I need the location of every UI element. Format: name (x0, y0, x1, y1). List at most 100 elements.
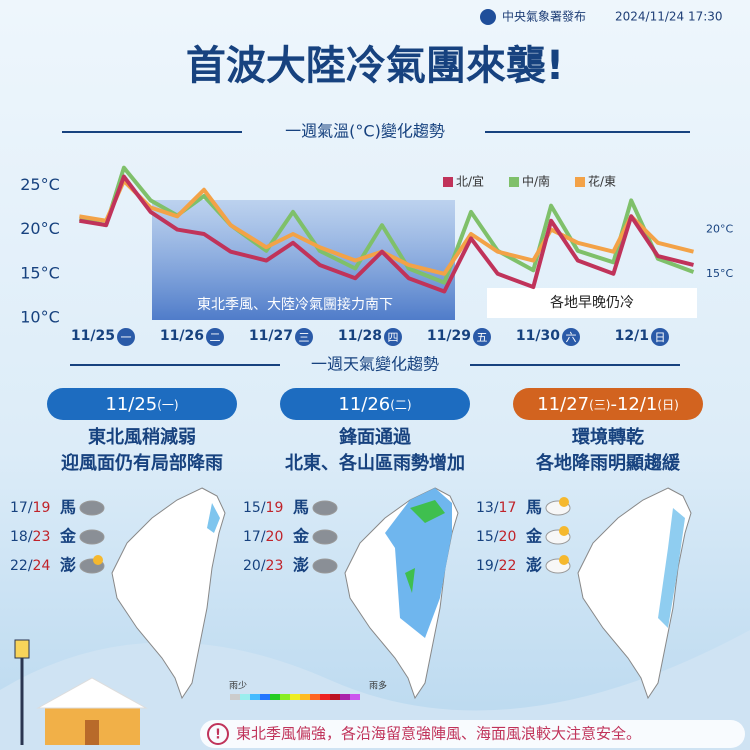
weekday-badge (117, 328, 135, 346)
island-name: 金 (525, 527, 543, 546)
weather-icon (312, 500, 338, 516)
low-temp: 22 (10, 558, 28, 574)
date-part: 11/27 (537, 394, 589, 415)
island-temp: 15/19 (243, 500, 283, 516)
x-tick-label: 11/28 (338, 328, 382, 344)
summary-line: 迎風面仍有局部降雨 (61, 452, 223, 474)
summary-line: 環境轉乾 (572, 426, 644, 448)
island-temp: 17/20 (243, 529, 283, 545)
weekday-badge (295, 328, 313, 346)
x-tick-label: 11/25 (71, 328, 115, 344)
temperature-line (79, 174, 694, 294)
island-name: 金 (292, 527, 310, 546)
date-part: (二) (390, 398, 411, 412)
weather-icon (79, 529, 105, 545)
rain-area (207, 503, 220, 533)
low-temp: 15 (476, 529, 494, 545)
high-temp: 23 (33, 529, 51, 545)
title: 首波大陸冷氣團來襲! (186, 43, 564, 89)
island-name: 馬 (293, 498, 309, 517)
weather-icon (79, 500, 105, 516)
island-temp: 15/20 (476, 529, 516, 545)
weekday-badge (473, 328, 491, 346)
legend-swatch (443, 177, 453, 187)
legend-swatch (509, 177, 519, 187)
right-label: 15°C (706, 267, 733, 280)
high-temp: 22 (499, 558, 517, 574)
weather-icon (312, 558, 338, 574)
low-temp: 15 (243, 500, 261, 516)
logo (480, 9, 496, 25)
footer-box (200, 720, 745, 748)
weekday-badge (384, 328, 402, 346)
weekday-label: 日 (655, 331, 666, 344)
taiwan-map (111, 487, 226, 700)
publisher: 中央氣象署發布 (502, 9, 586, 24)
summary-line: 東北風稍減弱 (88, 426, 196, 448)
high-temp: 17 (499, 500, 517, 516)
taiwan-map (577, 487, 692, 700)
weekday-label: 四 (388, 331, 399, 344)
separator: / (494, 558, 499, 574)
island-temp: 17/19 (10, 500, 50, 516)
legend-label: 北/宜 (456, 174, 484, 189)
high-temp: 23 (266, 558, 284, 574)
right-label: 20°C (706, 223, 733, 236)
weather-icon (312, 529, 338, 545)
y-tick-label: 25°C (20, 175, 60, 194)
high-temp: 19 (266, 500, 284, 516)
rain-scale (230, 694, 360, 700)
y-tick-label: 20°C (20, 219, 60, 238)
separator: / (28, 529, 33, 545)
date-pill (513, 388, 703, 420)
low-temp: 19 (476, 558, 494, 574)
date-part: (三) (589, 398, 610, 412)
date-header: 11/27(三)-12/1(日) (537, 394, 679, 415)
heavy-rain (405, 500, 445, 593)
low-temp: 17 (10, 500, 28, 516)
island-name: 澎 (526, 556, 542, 575)
annotation: 東北季風、大陸冷氣團接力南下 (197, 296, 393, 313)
rain-legend: 雨少 (229, 681, 247, 692)
rain-area (658, 508, 685, 628)
separator: / (261, 558, 266, 574)
island-name: 澎 (293, 556, 309, 575)
high-temp: 19 (33, 500, 51, 516)
chart-title: 一週氣溫(°C)變化趨勢 (285, 122, 445, 141)
separator: / (261, 529, 266, 545)
section-title: 一週天氣變化趨勢 (311, 355, 439, 374)
legend-swatch (575, 177, 585, 187)
sun-icon (559, 526, 569, 536)
separator: / (261, 500, 266, 516)
footer: 東北季風偏強，各沿海留意強陣風、海面風浪較大注意安全。 (236, 725, 641, 743)
weekday-label: 三 (299, 331, 310, 344)
date-pill (47, 388, 237, 420)
high-temp: 24 (33, 558, 51, 574)
low-temp: 17 (243, 529, 261, 545)
date-part: (一) (157, 398, 178, 412)
island-temp: 22/24 (10, 558, 50, 574)
weekday-label: 二 (210, 331, 221, 344)
x-tick-label: 11/26 (160, 328, 204, 344)
x-tick-label: 11/27 (249, 328, 293, 344)
legend-label: 中/南 (522, 174, 550, 189)
island-temp: 20/23 (243, 558, 283, 574)
island-name: 金 (59, 527, 77, 546)
rain-area (385, 488, 452, 638)
rain-legend: 雨多 (369, 680, 387, 692)
island-name: 馬 (60, 498, 76, 517)
high-temp: 20 (266, 529, 284, 545)
sun-icon (559, 555, 569, 565)
y-tick-label: 15°C (20, 263, 60, 282)
temperature-line (78, 165, 695, 285)
date-part: (日) (657, 398, 678, 412)
summary-line: 北東、各山區雨勢增加 (285, 452, 465, 474)
annotation-box (487, 288, 697, 318)
weekday-label: 六 (566, 331, 577, 344)
island-temp: 18/23 (10, 529, 50, 545)
weekday-label: 一 (121, 331, 132, 344)
weekday-badge (206, 328, 224, 346)
x-tick-label: 12/1 (615, 328, 649, 344)
y-tick-label: 10°C (20, 308, 60, 327)
